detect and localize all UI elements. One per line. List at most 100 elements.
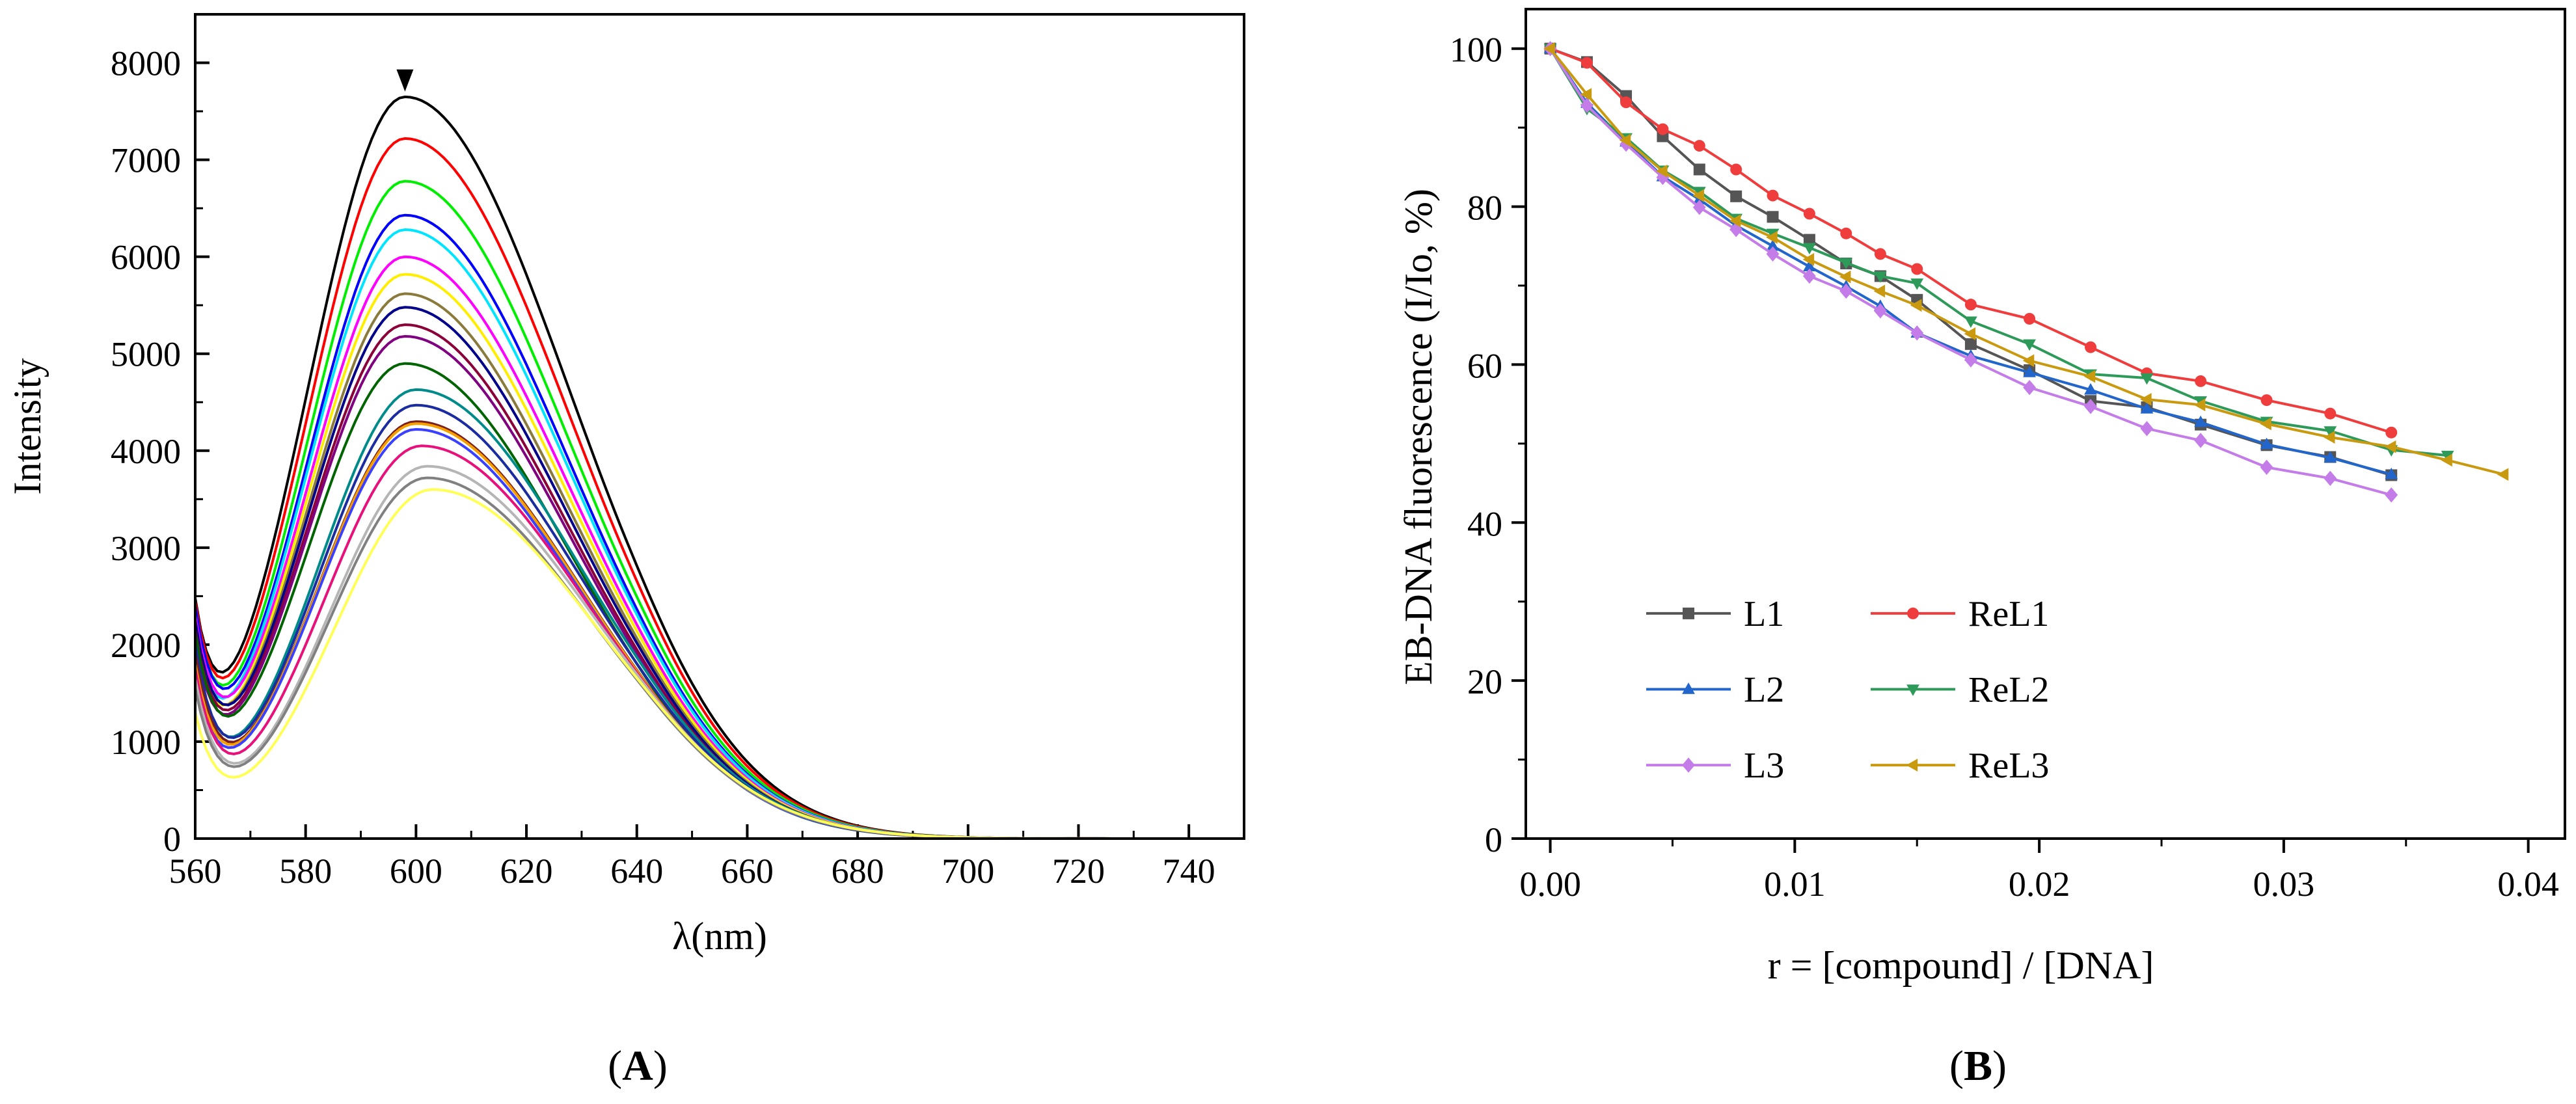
panel-a-x-axis-title: λ(nm) [672, 915, 767, 958]
panel-b-data-point [2140, 373, 2154, 385]
legend-label: L2 [1744, 670, 1784, 710]
panel-b-data-point [2140, 421, 2154, 437]
panel-b-data-point [1766, 231, 1778, 244]
panel-b-x-tick-label: 0.01 [1764, 865, 1826, 904]
panel-b-data-point [1910, 325, 1924, 341]
panel-a-y-tick-label: 3000 [111, 529, 181, 568]
legend-swatch-marker [1683, 607, 1694, 619]
panel-a-spectrum-line [194, 255, 1244, 840]
panel-b-data-point [1580, 88, 1592, 101]
panel-b-series-line [1549, 47, 2448, 457]
panel-b-y-tick-labels: 0 20 40 60 80 100 [1450, 31, 1502, 859]
panel-b-data-point [2385, 467, 2398, 479]
panel-b-data-point [2324, 470, 2337, 486]
panel-b-data-point [1543, 42, 1555, 55]
panel-b-x-tick-label: 0.04 [2497, 865, 2559, 904]
panel-b-y-axis-title: EB-DNA fluorescence (I/Io, %) [1397, 189, 1440, 685]
panel-b-data-point [2140, 402, 2154, 414]
panel-a-label-letter: A [622, 1042, 653, 1090]
panel-b-data-point [1910, 278, 1924, 290]
panel-a-y-tick-label: 5000 [111, 335, 181, 374]
panel-b-data-point [1911, 263, 1923, 275]
panel-b-y-tick-label: 40 [1467, 504, 1502, 543]
panel-b-series-l2 [1543, 42, 2398, 479]
panel-b-y-tick-label: 20 [1467, 662, 1502, 701]
panel-b-data-point [1656, 165, 1668, 178]
legend-entry-rel2: ReL2 [1871, 670, 2049, 710]
panel-b-label-paren-open: ( [1949, 1042, 1964, 1090]
panel-b-data-point [1964, 327, 1976, 340]
legend-swatch-marker [1682, 757, 1695, 773]
panel-b-data-point [2260, 437, 2273, 450]
panel-a-x-tick-label: 680 [832, 852, 884, 891]
legend-swatch-marker [1906, 759, 1918, 772]
panel-b-data-point [2195, 375, 2207, 387]
panel-b-data-point [1693, 163, 1705, 176]
panel-a-x-tick-label: 740 [1163, 852, 1215, 891]
panel-b-x-tick-labels: 0.00 0.01 0.02 0.03 0.04 [1519, 865, 2559, 904]
panel-b-data-point [1692, 189, 1704, 202]
panel-a-peak-arrow [396, 69, 414, 92]
panel-b-data-point [1730, 190, 1742, 202]
panel-a-chart: 560 580 600 620 640 660 680 700 720 740 0 1000 2000… [6, 13, 1245, 1090]
panel-b-y-tick-label: 0 [1485, 820, 1502, 859]
panel-a-y-tick-label: 2000 [111, 626, 181, 665]
panel-a-spectrum-line [194, 273, 1244, 840]
panel-b-data-point [1620, 136, 1633, 152]
panel-b-data-point [2023, 366, 2036, 377]
panel-b-data-point [2194, 433, 2208, 448]
panel-a-x-tick-label: 660 [721, 852, 774, 891]
panel-b-data-point [2083, 370, 2096, 383]
panel-a-spectrum-line [194, 306, 1244, 840]
legend-entry-rel3: ReL3 [1871, 746, 2049, 786]
legend-swatch-marker [1682, 682, 1695, 694]
panel-a-x-tick-labels: 560 580 600 620 640 660 680 700 720 740 [169, 852, 1215, 891]
panel-b-x-tick-label: 0.00 [1519, 865, 1581, 904]
panel-b-data-point [2085, 341, 2097, 353]
panel-a-y-axis-title: Intensity [6, 358, 49, 495]
panel-b-tick-marks [1512, 47, 2530, 853]
panel-b-data-point [2324, 407, 2337, 420]
panel-a-spectrum-line [194, 292, 1244, 840]
panel-b-data-point [1692, 200, 1706, 215]
panel-b-label-letter: B [1964, 1042, 1992, 1090]
panel-b-data-point [1657, 123, 1669, 135]
panel-b-series-line [1549, 47, 2392, 434]
panel-b-data-point [2441, 453, 2452, 467]
panel-b-data-point [1840, 227, 1852, 239]
panel-b-data-point [2023, 379, 2036, 396]
panel-b-y-tick-label: 80 [1467, 189, 1502, 228]
panel-b-data-point [2022, 354, 2035, 368]
panel-b-data-point [2384, 440, 2396, 453]
panel-b-data-point [1873, 284, 1886, 298]
panel-b-y-tick-label: 100 [1450, 31, 1502, 70]
panel-b-data-point [1964, 316, 1977, 328]
panel-a-arrow-head [396, 69, 414, 92]
panel-b-plot-frame [1525, 8, 2566, 840]
panel-b-data-point [1766, 246, 1780, 262]
panel-b-data-point [2023, 339, 2036, 351]
panel-b-data-point [1803, 208, 1815, 220]
panel-b-series-rel2 [1543, 44, 2454, 463]
legend-swatch-marker [1907, 607, 1919, 619]
panel-a-x-tick-label: 640 [610, 852, 663, 891]
panel-b-y-tick-label: 60 [1467, 346, 1502, 385]
panel-b-x-axis-title: r = [compound] / [DNA] [1768, 944, 2154, 987]
panel-a-spectrum-line [194, 403, 1244, 840]
legend-label: ReL2 [1968, 670, 2049, 710]
panel-b-chart: 0.00 0.01 0.02 0.03 0.04 0 20 40 60 80 100 L1 L2 L3… [1397, 8, 2566, 1090]
panel-a-spectrum-line [194, 420, 1244, 840]
panel-a-series-group [194, 95, 1244, 840]
panel-a-spectrum-line [194, 388, 1244, 840]
legend-label: L1 [1744, 594, 1784, 634]
panel-b-data-point [2084, 399, 2097, 414]
panel-a-x-tick-label: 620 [500, 852, 553, 891]
panel-b-data-point [2193, 398, 2206, 412]
panel-a-spectrum-line [194, 95, 1244, 840]
panel-b-data-point [1964, 338, 1977, 350]
panel-a-label-paren-close: ) [653, 1042, 668, 1090]
panel-b-data-point [2260, 417, 2271, 431]
panel-b-data-point [1580, 57, 1593, 69]
panel-b-data-point [2260, 394, 2273, 407]
